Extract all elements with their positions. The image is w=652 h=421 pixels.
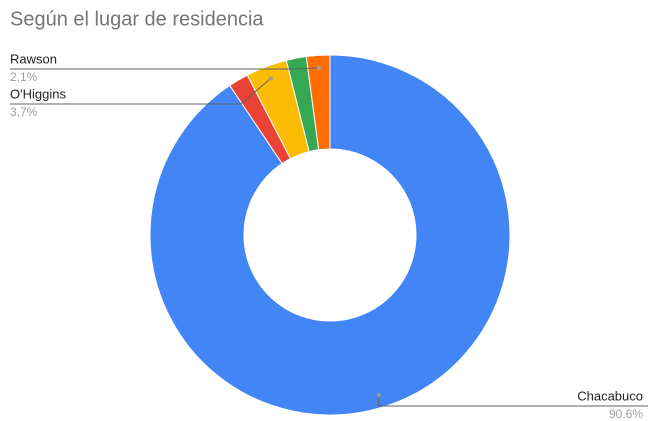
chart-title: Según el lugar de residencia bbox=[10, 8, 264, 30]
slice bbox=[305, 54, 331, 151]
leader-line bbox=[10, 78, 272, 105]
leader-dot bbox=[376, 393, 381, 398]
leader-line bbox=[378, 395, 648, 407]
slice-label: O'Higgins bbox=[10, 86, 66, 101]
leader-dot bbox=[268, 76, 273, 81]
leader-line bbox=[10, 67, 319, 70]
slice bbox=[149, 54, 511, 416]
slice-value-label: 90.6% bbox=[609, 407, 643, 421]
slice-label: Rawson bbox=[10, 51, 57, 66]
leader-dot bbox=[316, 65, 321, 70]
slice-value-label: 3,7% bbox=[10, 105, 38, 119]
slice-label: Chacabuco bbox=[577, 388, 643, 403]
slice-value-label: 2,1% bbox=[10, 70, 38, 84]
